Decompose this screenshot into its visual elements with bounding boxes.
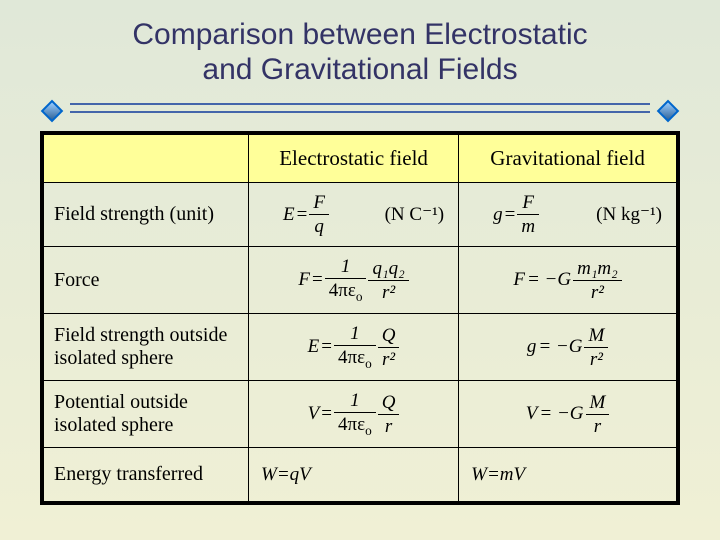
divider-lines [70, 103, 650, 113]
title-line-2: and Gravitational Fields [202, 53, 517, 86]
cell-e-force: F = 14πεo q₁q₂r² [249, 247, 459, 314]
header-blank [44, 135, 249, 183]
row-field-strength: Field strength (unit) E = Fq (N C⁻¹) g =… [44, 183, 677, 247]
cell-e-potential: V = 14πεo Qr [249, 381, 459, 448]
row-label: Energy transferred [44, 448, 249, 502]
cell-g-energy: W=mV [459, 448, 677, 502]
row-energy: Energy transferred W=qV W=mV [44, 448, 677, 502]
cell-e-strength: E = Fq (N C⁻¹) [249, 183, 459, 247]
row-label: Field strength (unit) [44, 183, 249, 247]
title-line-1: Comparison between Electrostatic [132, 18, 587, 51]
row-potential: Potential outside isolated sphere V = 14… [44, 381, 677, 448]
row-label: Force [44, 247, 249, 314]
cell-g-potential: V = −G Mr [459, 381, 677, 448]
cell-e-outside: E = 14πεo Qr² [249, 314, 459, 381]
cell-g-force: F = −G m₁m₂r² [459, 247, 677, 314]
unit-e: (N C⁻¹) [385, 203, 445, 226]
unit-g: (N kg⁻¹) [596, 203, 662, 226]
cell-g-strength: g = Fm (N kg⁻¹) [459, 183, 677, 247]
header-electrostatic: Electrostatic field [249, 135, 459, 183]
cell-e-energy: W=qV [249, 448, 459, 502]
header-row: Electrostatic field Gravitational field [44, 135, 677, 183]
row-label: Field strength outside isolated sphere [44, 314, 249, 381]
page-title: Comparison between Electrostatic and Gra… [0, 0, 720, 87]
divider [0, 97, 720, 127]
comparison-table: Electrostatic field Gravitational field … [40, 131, 680, 505]
cell-g-outside: g = −G Mr² [459, 314, 677, 381]
bullet-right-icon [656, 99, 680, 123]
row-outside: Field strength outside isolated sphere E… [44, 314, 677, 381]
row-label: Potential outside isolated sphere [44, 381, 249, 448]
bullet-left-icon [40, 99, 64, 123]
row-force: Force F = 14πεo q₁q₂r² F = −G m₁m₂r² [44, 247, 677, 314]
header-gravitational: Gravitational field [459, 135, 677, 183]
